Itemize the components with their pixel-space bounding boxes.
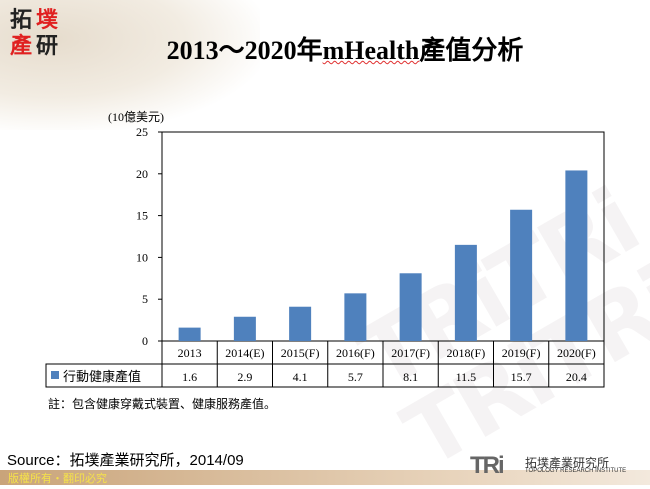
data-label: 20.4	[566, 370, 587, 384]
category-label: 2019(F)	[502, 346, 541, 360]
bar	[399, 273, 422, 341]
data-label: 11.5	[456, 370, 477, 384]
footer-bar: 版權所有・翻印必究	[0, 470, 650, 485]
title-suffix: 產值分析	[419, 36, 524, 65]
logo: 拓 墣 產 研	[8, 8, 60, 60]
data-label: 4.1	[293, 370, 308, 384]
page-title: 2013～2020年mHealth產值分析	[0, 30, 650, 67]
category-label: 2014(E)	[225, 346, 264, 360]
plot-area	[161, 131, 605, 342]
category-label: 2020(F)	[557, 346, 596, 360]
data-label: 1.6	[182, 370, 197, 384]
brand-english: TOPOLOGY RESEARCH INSTITUTE	[525, 468, 627, 474]
y-tick-label: 15	[136, 209, 148, 223]
legend-swatch	[51, 371, 59, 379]
category-label: 2013	[178, 346, 202, 360]
category-label: 2017(F)	[391, 346, 430, 360]
brand-chinese: 拓墣產業研究所	[525, 456, 610, 470]
logo-char: 研	[35, 34, 58, 59]
bar	[344, 293, 367, 341]
bar	[454, 244, 477, 341]
y-tick-label: 10	[136, 250, 148, 264]
brand-logo: TRi 拓墣產業研究所 TOPOLOGY RESEARCH INSTITUTE	[470, 452, 626, 480]
y-tick-label: 5	[142, 292, 148, 306]
y-tick-label: 25	[136, 125, 148, 139]
data-label: 8.1	[403, 370, 418, 384]
category-label: 2015(F)	[281, 346, 320, 360]
data-label: 15.7	[511, 370, 532, 384]
brand-mark: TRi	[470, 452, 505, 479]
legend-label: 行動健康產值	[63, 369, 141, 385]
source: Source：拓墣產業研究所，2014/09	[7, 452, 244, 469]
title-prefix: 2013～2020年	[166, 36, 323, 65]
bar	[233, 316, 256, 341]
bar	[178, 327, 201, 341]
title-underlined: mHealth	[322, 36, 420, 65]
bar	[565, 170, 588, 341]
data-label: 2.9	[237, 370, 252, 384]
category-label: 2018(F)	[447, 346, 486, 360]
bar	[289, 306, 312, 341]
copyright: 版權所有・翻印必究	[8, 472, 107, 485]
y-tick-label: 0	[142, 334, 148, 348]
unit-label: (10億美元)	[108, 110, 164, 124]
logo-char: 墣	[35, 8, 58, 33]
logo-char: 產	[9, 34, 32, 59]
background-decoration	[0, 0, 260, 130]
footnote: 註：包含健康穿戴式裝置、健康服務產值。	[48, 397, 277, 411]
y-tick-label: 20	[136, 167, 148, 181]
logo-char: 拓	[9, 8, 32, 33]
bar	[510, 209, 533, 341]
data-label: 5.7	[348, 370, 363, 384]
category-label: 2016(F)	[336, 346, 375, 360]
